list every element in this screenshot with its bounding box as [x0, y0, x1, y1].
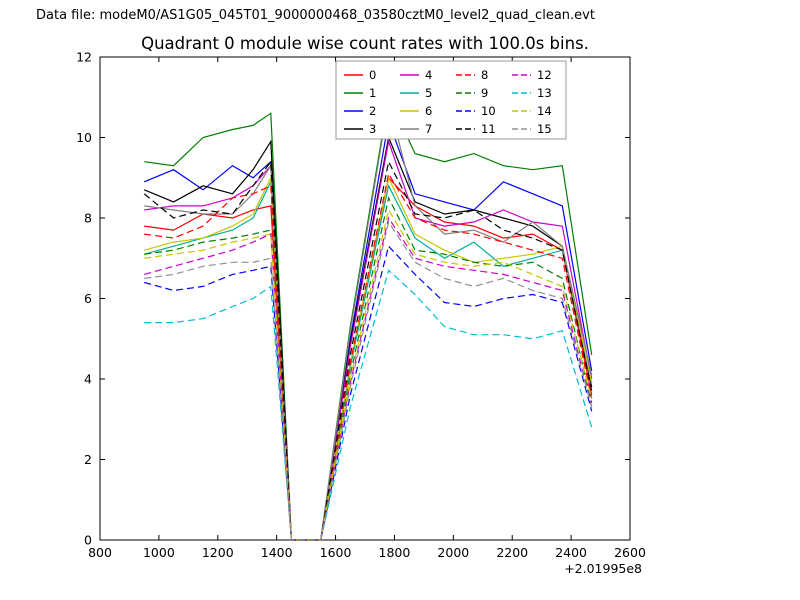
legend-item-label: 9 — [481, 86, 488, 100]
y-tick-label: 8 — [84, 211, 92, 226]
legend-item-11: 11 — [456, 122, 496, 136]
series-line-0 — [144, 176, 593, 541]
series-line-12 — [144, 216, 593, 541]
legend-item-label: 7 — [425, 122, 432, 136]
y-tick-label: 2 — [84, 452, 92, 467]
x-axis: 800 1000 1200 1400 1600 1800 2000 2200 2400 2600 — [88, 57, 646, 560]
legend-item-13: 13 — [512, 86, 552, 100]
legend-item-1: 1 — [344, 86, 376, 100]
legend-item-label: 1 — [369, 86, 376, 100]
series-line-3 — [143, 135, 593, 541]
y-tick-label: 6 — [84, 291, 92, 306]
series-line-13 — [144, 269, 593, 541]
legend-item-4: 4 — [400, 68, 432, 82]
chart-title: Quadrant 0 module wise count rates with … — [141, 34, 589, 53]
x-tick-label: 2600 — [614, 545, 646, 560]
series-line-9 — [144, 196, 593, 541]
legend-item-8: 8 — [456, 68, 488, 82]
legend-item-2: 2 — [344, 104, 376, 118]
x-tick-label: 1600 — [320, 545, 352, 560]
legend-item-label: 2 — [369, 104, 376, 118]
legend-item-7: 7 — [400, 122, 432, 136]
x-tick-label: 2000 — [437, 545, 469, 560]
series-line-7 — [144, 101, 593, 541]
series-line-2 — [143, 119, 593, 541]
series-line-15 — [144, 220, 593, 541]
legend-item-label: 8 — [481, 68, 488, 82]
legend-item-label: 4 — [425, 68, 432, 82]
legend-item-6: 6 — [400, 104, 432, 118]
series-lines — [143, 95, 593, 541]
legend-item-label: 6 — [425, 104, 432, 118]
legend-item-9: 9 — [456, 86, 488, 100]
legend-item-15: 15 — [512, 122, 552, 136]
x-tick-label: 1000 — [143, 545, 175, 560]
series-line-4 — [144, 139, 593, 541]
legend-item-14: 14 — [512, 104, 552, 118]
y-tick-label: 0 — [84, 533, 92, 548]
legend-item-label: 15 — [537, 122, 552, 136]
legend-item-12: 12 — [512, 68, 552, 82]
series-line-14 — [144, 208, 593, 541]
series-line-5 — [144, 179, 593, 541]
legend-item-label: 10 — [481, 104, 496, 118]
legend-item-3: 3 — [344, 122, 376, 136]
x-axis-offset-label: +2.01995e8 — [564, 561, 642, 576]
series-line-1 — [144, 95, 593, 541]
legend-box — [335, 60, 567, 140]
legend-item-0: 0 — [344, 68, 376, 82]
x-tick-label: 2200 — [496, 545, 528, 560]
legend-item-label: 3 — [369, 122, 376, 136]
series-line-10 — [144, 244, 593, 541]
x-tick-label: 2400 — [555, 545, 587, 560]
series-line-8 — [144, 172, 593, 541]
legend-item-label: 5 — [425, 86, 432, 100]
x-tick-label: 1800 — [379, 545, 411, 560]
legend-item-label: 13 — [537, 86, 552, 100]
data-file-label: Data file: modeM0/AS1G05_045T01_90000004… — [36, 8, 595, 23]
legend-item-label: 14 — [537, 104, 552, 118]
y-tick-label: 4 — [84, 372, 92, 387]
legend-item-10: 10 — [456, 104, 496, 118]
y-tick-label: 10 — [76, 130, 92, 145]
series-line-6 — [144, 175, 593, 541]
y-tick-label: 12 — [76, 50, 92, 65]
legend-item-label: 0 — [369, 68, 376, 82]
legend-item-label: 12 — [537, 68, 552, 82]
x-tick-label: 1200 — [202, 545, 234, 560]
legend-item-label: 11 — [481, 122, 496, 136]
legend-item-5: 5 — [400, 86, 432, 100]
x-tick-label: 1400 — [261, 545, 293, 560]
x-tick-label: 800 — [88, 545, 112, 560]
series-line-11 — [143, 159, 593, 541]
